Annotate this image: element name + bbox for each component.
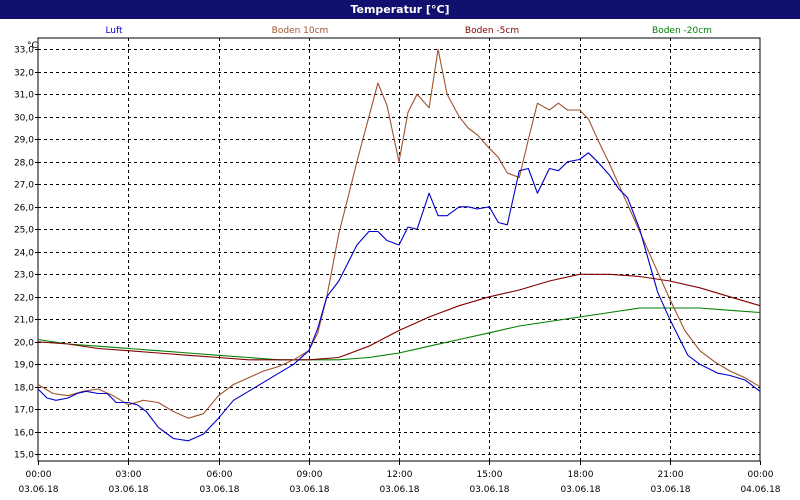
x-tick-date-label: 03.06.18	[560, 485, 600, 495]
x-tick-time-label: 03:00	[116, 470, 142, 480]
series-line	[37, 152, 761, 442]
x-tick-time-label: 12:00	[387, 470, 413, 480]
y-tick-label: 32,0	[14, 69, 34, 79]
x-tick-date-label: 03.06.18	[199, 485, 239, 495]
x-tick-date-label: 03.06.18	[650, 485, 690, 495]
y-tick-label: 29,0	[14, 136, 34, 146]
y-tick-label: 25,0	[14, 226, 34, 236]
legend-entry: Boden -5cm	[465, 26, 519, 36]
x-tick-time-label: 00:00	[26, 470, 52, 480]
series-line	[37, 48, 761, 419]
x-tick-time-label: 21:00	[658, 470, 684, 480]
y-tick-label: 28,0	[14, 159, 34, 169]
series-line	[37, 307, 761, 361]
legend: Luft Boden 10cm Boden -5cm Boden -20cm	[105, 26, 712, 36]
y-tick-label: 33,0	[14, 46, 34, 56]
x-tick-time-label: 00:00	[748, 470, 774, 480]
y-tick-label: 20,0	[14, 339, 34, 349]
grid	[38, 38, 760, 461]
y-tick-label: 16,0	[14, 429, 34, 439]
y-tick-label: 27,0	[14, 181, 34, 191]
chart-background	[0, 19, 800, 500]
x-tick-time-label: 09:00	[297, 470, 323, 480]
y-tick-label: 30,0	[14, 114, 34, 124]
y-tick-label: 21,0	[14, 316, 34, 326]
y-tick-label: 22,0	[14, 294, 34, 304]
x-tick-time-label: 06:00	[207, 470, 233, 480]
y-tick-label: 19,0	[14, 361, 34, 371]
x-tick-date-label: 04.06.18	[740, 485, 780, 495]
x-tick-date-label: 03.06.18	[469, 485, 509, 495]
chart-title: Temperatur [°C]	[0, 0, 800, 19]
series-line	[37, 273, 761, 361]
x-tick-date-label: 03.06.18	[289, 485, 329, 495]
legend-entry: Luft	[105, 26, 123, 36]
legend-entry: Boden 10cm	[272, 26, 329, 36]
legend-entry: Boden -20cm	[652, 26, 712, 36]
y-axis: 15,0 16,0 17,0 18,0 19,0 20,0 21,0 22,0 23,0 24,0…	[14, 46, 38, 461]
y-tick-label: 24,0	[14, 249, 34, 259]
y-axis-unit: °C	[27, 41, 38, 51]
y-tick-label: 17,0	[14, 406, 34, 416]
x-tick-date-label: 03.06.18	[18, 485, 58, 495]
x-tick-time-label: 18:00	[568, 470, 594, 480]
series-lines	[37, 48, 761, 442]
x-tick-date-label: 03.06.18	[379, 485, 419, 495]
x-tick-date-label: 03.06.18	[108, 485, 148, 495]
y-tick-label: 23,0	[14, 271, 34, 281]
y-tick-label: 15,0	[14, 451, 34, 461]
x-tick-time-label: 15:00	[477, 470, 503, 480]
x-axis: 00:00 03.06.18 03:00 03.06.18 06:00 03.06.18 0…	[18, 461, 781, 495]
y-tick-label: 18,0	[14, 384, 34, 394]
y-tick-label: 26,0	[14, 204, 34, 214]
y-tick-label: 31,0	[14, 91, 34, 101]
